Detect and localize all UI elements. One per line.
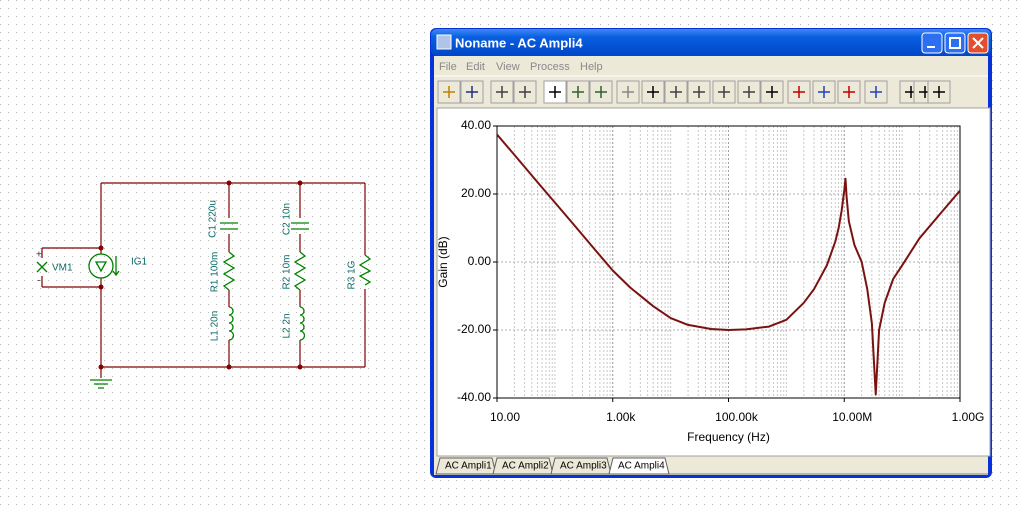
minimize-button[interactable]	[921, 32, 943, 54]
component-label: C2 10n	[282, 203, 293, 235]
toolbar-icon	[647, 86, 659, 98]
menu-item[interactable]: Help	[580, 61, 603, 73]
schematic	[36, 180, 372, 389]
y-axis-title: Gain (dB)	[436, 236, 450, 287]
x-tick-label: 100.00k	[715, 410, 759, 424]
toolbar-icon	[670, 86, 682, 98]
app-icon	[436, 34, 452, 50]
tab-label[interactable]: AC Ampli2	[502, 461, 549, 472]
toolbar-icon	[549, 86, 561, 98]
toolbar-icon	[693, 86, 705, 98]
toolbar-icon	[933, 86, 945, 98]
maximize-icon	[949, 37, 961, 49]
menu-item[interactable]: File	[439, 61, 457, 73]
tab-label[interactable]: AC Ampli1	[445, 461, 492, 472]
x-tick-label: 1.00k	[606, 410, 636, 424]
tab-label[interactable]: AC Ampli3	[560, 461, 607, 472]
toolbar-icon	[793, 86, 805, 98]
toolbar-icon	[766, 86, 778, 98]
component-label: R3 1G	[347, 260, 358, 289]
component-label: IG1	[131, 257, 148, 268]
toolbar-icon	[519, 86, 531, 98]
toolbar-icon	[572, 86, 584, 98]
component-label: +	[36, 250, 42, 261]
toolbar-icon	[595, 86, 607, 98]
minimize-icon	[927, 46, 935, 48]
component-label: R1 100m	[210, 252, 221, 293]
x-tick-label: 10.00	[490, 410, 520, 424]
component-label: R2 10m	[282, 254, 293, 289]
y-tick-label: 0.00	[468, 254, 492, 268]
toolbar-icon	[718, 86, 730, 98]
toolbar-icon	[622, 86, 634, 98]
toolbar-icon	[443, 86, 455, 98]
y-tick-label: 20.00	[461, 186, 491, 200]
window-title: Noname - AC Ampli4	[455, 35, 583, 50]
component-label: L1 20n	[210, 311, 221, 342]
maximize-button[interactable]	[944, 32, 966, 54]
toolbar-icon	[496, 86, 508, 98]
component-label: VM1	[52, 263, 73, 274]
y-tick-label: -40.00	[457, 390, 491, 404]
toolbar-icon	[466, 86, 478, 98]
y-tick-label: 40.00	[461, 118, 491, 132]
plot-frame	[496, 125, 961, 399]
tab-label[interactable]: AC Ampli4	[618, 461, 665, 472]
menu-item[interactable]: Edit	[466, 61, 485, 73]
y-tick-label: -20.00	[457, 322, 491, 336]
component-label: L2 2n	[282, 313, 293, 338]
menu-item[interactable]: Process	[530, 61, 570, 73]
toolbar-icon	[870, 86, 882, 98]
title-bar	[431, 29, 991, 56]
tab[interactable]	[608, 457, 670, 475]
component-label: C1 220u	[208, 200, 219, 238]
close-icon	[972, 37, 984, 49]
menu-item[interactable]: View	[496, 61, 520, 73]
toolbar-icon	[818, 86, 830, 98]
x-tick-label: 1.00G	[952, 410, 985, 424]
component-label: -	[37, 276, 40, 287]
x-tick-label: 10.00M	[832, 410, 872, 424]
data-line	[496, 133, 961, 396]
toolbar-icon	[743, 86, 755, 98]
x-axis-title: Frequency (Hz)	[687, 430, 770, 444]
toolbar-icon	[843, 86, 855, 98]
